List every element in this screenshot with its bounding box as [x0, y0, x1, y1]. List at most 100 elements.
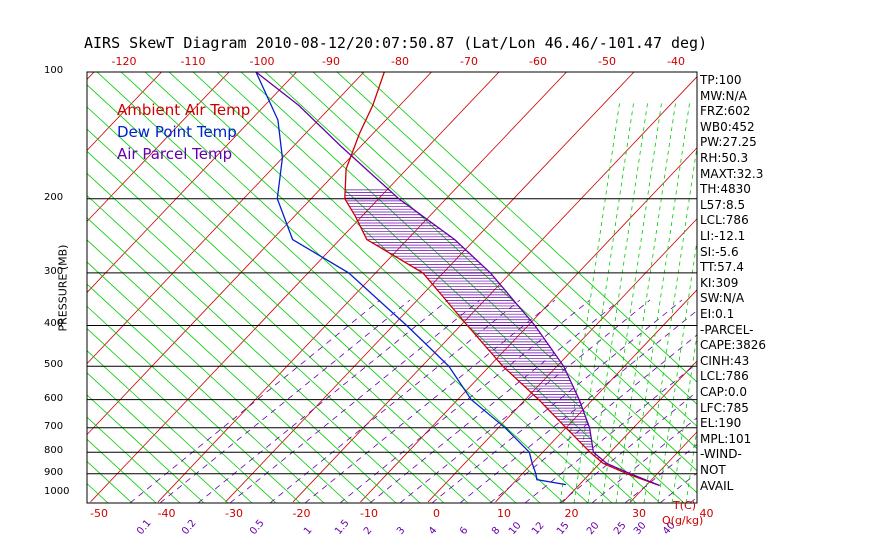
isotherm-line [87, 72, 433, 436]
dew-point-temp-line [255, 72, 567, 486]
moist-adiabat-line [96, 72, 565, 503]
bottom-temp-tick-label: 40 [699, 507, 714, 520]
legend-ambient: Ambient Air Temp [117, 101, 251, 119]
top-temp-tick-label: -90 [322, 55, 340, 68]
moist-adiabat-line [360, 72, 697, 383]
isotherm-line [87, 72, 298, 294]
top-temp-tick-label: -50 [598, 55, 616, 68]
mixing-ratio-line [197, 299, 449, 503]
index-item: MW:N/A [700, 88, 747, 103]
saturated-adiabat-line [685, 426, 697, 503]
top-temp-tick-label: -70 [460, 55, 478, 68]
bottom-temp-tick-label: -30 [225, 507, 243, 520]
index-item: PW:27.25 [700, 135, 757, 150]
index-item: MAXT:32.3 [700, 166, 764, 181]
ambient-air-temp-line [344, 72, 660, 487]
index-item: -PARCEL- [700, 322, 754, 337]
mixing-ratio-line [369, 299, 621, 503]
index-item: WB0:452 [700, 119, 755, 134]
index-item: RH:50.3 [700, 151, 749, 165]
top-temp-tick-label: -110 [180, 55, 206, 68]
index-item: CAPE:3826 [700, 338, 766, 353]
pressure-tick-label: 500 [44, 359, 64, 371]
pressure-tick-label: 300 [44, 265, 64, 277]
isotherm-line [87, 72, 230, 223]
moist-adiabat-line [87, 84, 541, 503]
mixing-ratio-line [229, 299, 481, 503]
moist-adiabat-line [0, 23, 84, 503]
moist-adiabat-line [87, 239, 373, 503]
pressure-tick-label: 100 [44, 65, 64, 76]
bottom-temp-tick-label: 0 [433, 507, 440, 520]
top-temp-tick-label: -60 [529, 55, 547, 68]
bottom-temp-tick-label: 20 [564, 507, 579, 520]
isotherm-line [90, 72, 500, 503]
index-item: EL:190 [700, 416, 742, 431]
moist-adiabat-line [0, 23, 12, 503]
index-item: SW:N/A [700, 291, 745, 306]
index-item: SI:-5.6 [700, 244, 739, 259]
mixing-ratio-line [129, 299, 381, 503]
temp-unit-label: T(C) [673, 499, 696, 512]
bottom-temp-tick-label: -40 [157, 507, 176, 520]
index-item: LCL:786 [700, 213, 749, 228]
chart-title: AIRS SkewT Diagram 2010-08-12/20:07:50.8… [84, 34, 708, 52]
bottom-temp-tick-label: -10 [360, 507, 378, 520]
index-item: MPL:101 [700, 431, 752, 446]
moist-adiabat-line [87, 416, 181, 503]
moist-adiabat-line [0, 23, 36, 503]
index-item: TH:4830 [700, 182, 751, 197]
pressure-tick-label: 1000 [44, 486, 70, 497]
moist-adiabat-line [87, 327, 277, 503]
index-item: KI:309 [700, 275, 739, 290]
saturated-adiabat-line [657, 238, 697, 503]
top-temp-tick-label: -100 [249, 55, 275, 68]
top-temp-tick-label: -120 [111, 55, 137, 68]
index-item: EI:0.1 [700, 307, 735, 321]
mixing-ratio-line [459, 310, 697, 503]
bottom-temp-tick-label: -20 [292, 507, 311, 520]
bottom-temp-tick-label: -50 [90, 507, 108, 520]
isotherm-line [360, 147, 697, 503]
moist-adiabat-line [120, 72, 589, 503]
moist-adiabat-line [87, 150, 469, 503]
isotherm-line [292, 76, 697, 503]
saturated-adiabat-line [559, 99, 621, 503]
index-item: -WIND- [700, 447, 742, 462]
moist-adiabat-line [87, 372, 229, 503]
moist-adiabat-line [87, 106, 517, 503]
isotherm-line [87, 72, 365, 365]
moist-adiabat-line [87, 305, 301, 503]
index-item: TP:100 [700, 73, 742, 87]
moist-adiabat-line [87, 195, 421, 503]
moist-adiabat-line [144, 72, 613, 503]
index-item: LCL:786 [700, 369, 749, 384]
isotherm-line [0, 53, 45, 502]
moist-adiabat-line [216, 72, 685, 503]
pressure-tick-label: 400 [44, 318, 64, 330]
index-item: FRZ:602 [700, 104, 751, 119]
mixing-ratio-unit-label: Q(g/kg) [662, 514, 704, 527]
pressure-tick-label: 700 [44, 420, 64, 432]
saturated-adiabat-line [643, 144, 697, 503]
isotherm-line [766, 53, 870, 502]
moist-adiabat-line [87, 261, 349, 503]
air-parcel-temp-line [255, 72, 660, 487]
top-temp-tick-label: -80 [391, 55, 409, 68]
moist-adiabat-line [336, 72, 697, 405]
saturated-adiabat-line [671, 332, 697, 503]
saturated-adiabat-line [601, 99, 663, 503]
index-item: CAP:0.0 [700, 385, 747, 399]
pressure-tick-label: 900 [44, 466, 64, 478]
pressure-tick-label: 200 [44, 191, 64, 203]
isotherm-line [157, 72, 568, 503]
saturated-adiabat-line [756, 100, 816, 503]
plot-frame [86, 71, 698, 504]
moist-adiabat-line [312, 72, 697, 427]
index-item: LI:-12.1 [700, 229, 746, 243]
bottom-temp-tick-label: 10 [497, 507, 511, 520]
legend-dewpoint: Dew Point Temp [117, 123, 237, 141]
isotherm-line [427, 218, 697, 503]
mixing-ratio-line [659, 472, 697, 503]
moist-adiabat-line [87, 172, 445, 503]
